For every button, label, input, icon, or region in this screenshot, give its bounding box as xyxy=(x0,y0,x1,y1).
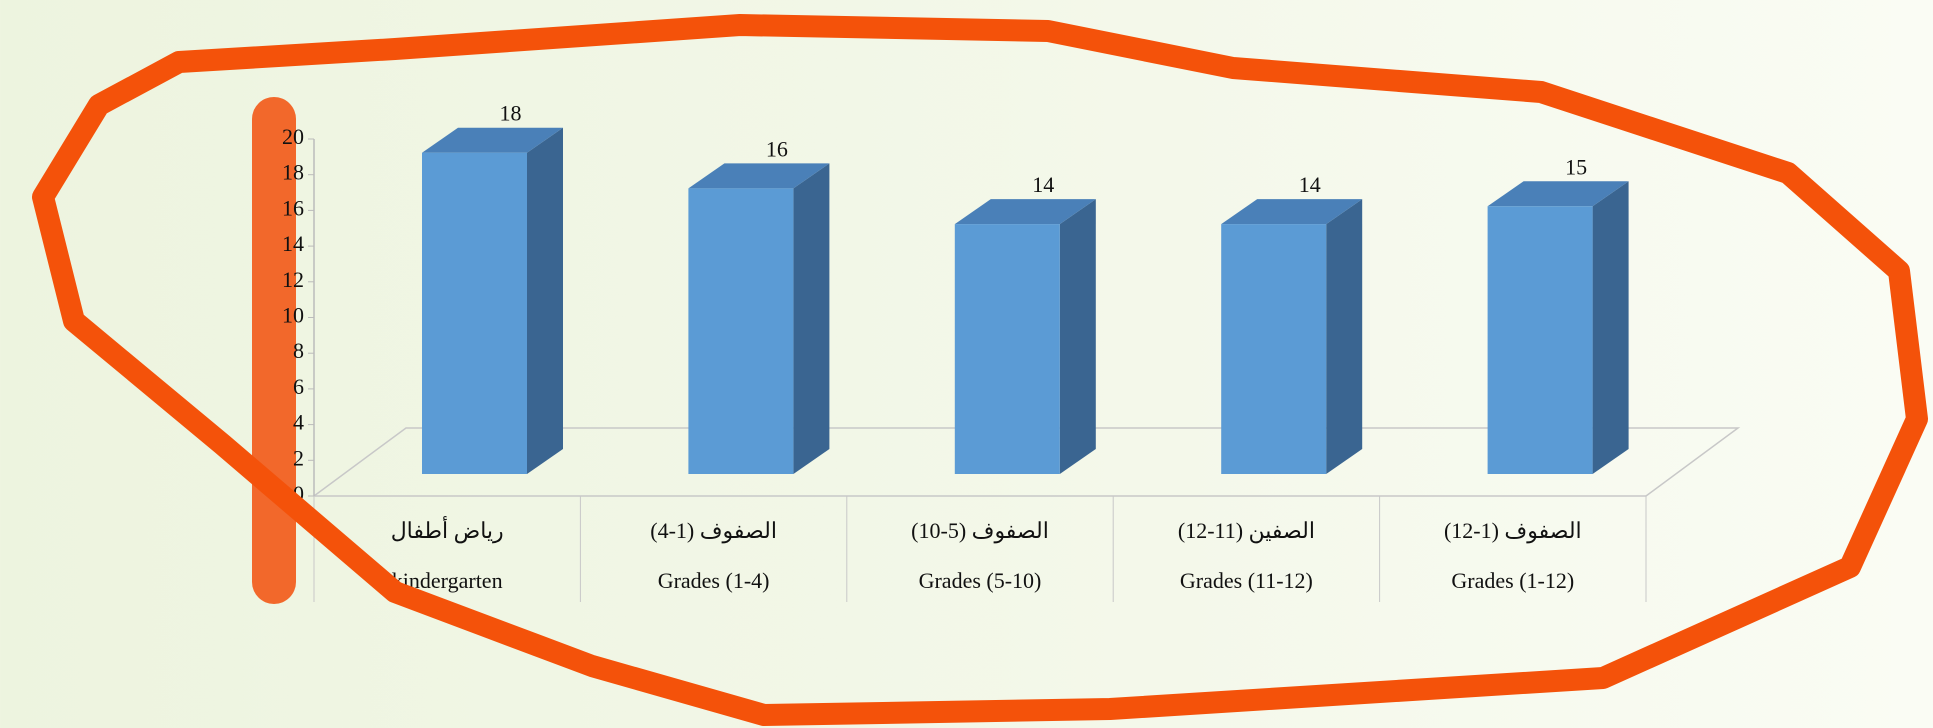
x-tick-label: رياض أطفال xyxy=(391,515,504,544)
x-tick-label: Grades (5-10) xyxy=(919,568,1042,593)
bar-top xyxy=(688,163,830,189)
bar xyxy=(1221,224,1327,474)
bar-side xyxy=(1059,199,1096,474)
x-tick-label: الصفوف (5-10) xyxy=(911,518,1049,544)
value-label: 15 xyxy=(1565,154,1587,179)
value-label: 14 xyxy=(1299,172,1321,197)
y-tick-label: 20 xyxy=(282,124,304,149)
bar-side xyxy=(1592,181,1629,474)
bar-top xyxy=(422,127,563,153)
x-tick-label: Grades (1-12) xyxy=(1451,568,1574,593)
y-axis: 0 2 4 6 8 10 12 14 16 18 20 xyxy=(282,124,315,506)
bar xyxy=(1487,206,1593,474)
value-label: 16 xyxy=(766,136,788,161)
bar-top xyxy=(1221,199,1363,225)
value-label: 18 xyxy=(500,101,522,126)
bar-top xyxy=(954,199,1096,225)
bar xyxy=(422,152,527,474)
y-tick-label: 2 xyxy=(293,445,304,470)
y-tick-label: 8 xyxy=(293,338,304,363)
x-tick-label: الصفوف (1-4) xyxy=(650,518,777,544)
x-tick-label: الصفوف (1-12) xyxy=(1444,518,1582,544)
bar-side xyxy=(1326,199,1363,474)
y-tick-label: 0 xyxy=(293,481,304,506)
y-tick-label: 14 xyxy=(282,231,304,256)
bar-side xyxy=(793,163,830,474)
y-tick-label: 4 xyxy=(293,410,304,435)
x-tick-label: Grades (11-12) xyxy=(1180,568,1313,593)
highlight-scribble xyxy=(32,14,1928,726)
y-tick-label: 10 xyxy=(282,303,304,328)
x-tick-label: Grades (1-4) xyxy=(658,568,770,593)
bar-side xyxy=(527,127,563,474)
x-tick-label: الصفين (11-12) xyxy=(1178,518,1315,544)
y-tick-label: 12 xyxy=(282,267,304,292)
y-tick-label: 18 xyxy=(282,160,304,185)
value-label: 14 xyxy=(1032,172,1054,197)
bar-top xyxy=(1487,181,1629,207)
bar xyxy=(954,224,1060,474)
bar xyxy=(688,188,794,474)
y-tick-label: 16 xyxy=(282,195,304,220)
y-tick-label: 6 xyxy=(293,374,304,399)
